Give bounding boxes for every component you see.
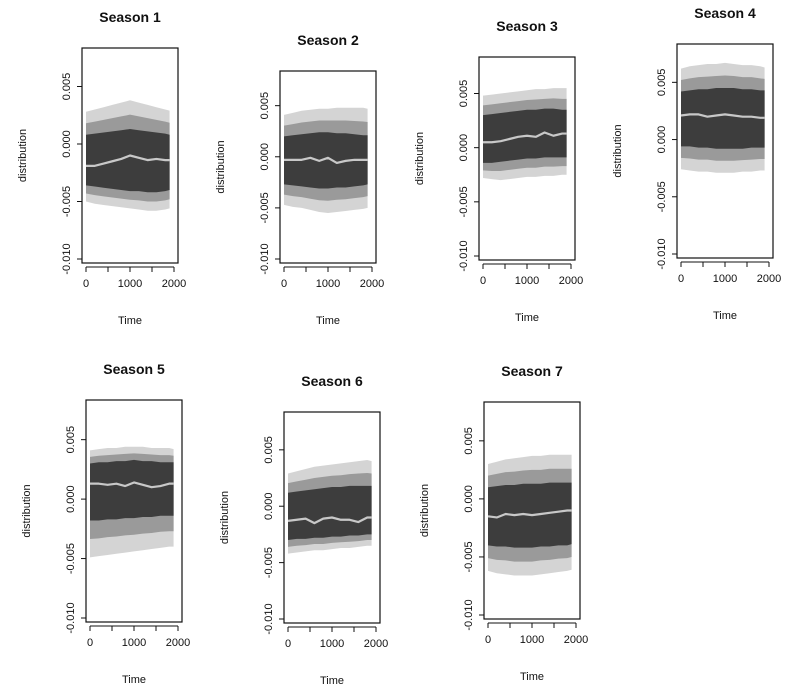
median-line [483,131,567,144]
core-band [681,88,765,149]
x-tick-label: 0 [285,638,291,650]
x-tick-label: 0 [87,637,93,649]
x-tick-label: 2000 [559,275,583,287]
x-tick-label: 0 [485,634,491,646]
x-tick-label: 2000 [162,278,186,290]
x-axis-label: Time [320,675,344,687]
y-tick-label: 0.005 [463,427,475,455]
y-tick-label: -0.010 [259,243,271,274]
median-line [284,156,368,165]
core-band [288,485,372,541]
x-tick-label: 0 [281,278,287,290]
y-tick-label: -0.010 [263,603,275,634]
median-line [487,509,572,519]
plot-frame [478,56,576,261]
y-tick-label: -0.005 [458,186,470,217]
y-tick-label: 0.000 [656,126,668,154]
y-tick-label: 0.005 [263,436,275,464]
median-line [86,154,170,167]
plot-frame [283,411,381,624]
y-tick-label: -0.005 [61,186,73,217]
x-tick-label: 0 [83,278,89,290]
x-tick-label: 1000 [320,638,344,650]
x-tick-label: 1000 [122,637,146,649]
x-tick-label: 2000 [564,634,588,646]
y-axis-label: distribution [219,491,231,544]
plot-frame [483,401,581,620]
x-axis-label: Time [520,671,544,683]
y-tick-label: -0.010 [65,602,77,633]
x-axis-label: Time [122,674,146,686]
y-tick-label: -0.005 [263,547,275,578]
panel-title: Season 2 [297,32,359,48]
panel-title: Season 7 [501,363,563,379]
median-line [287,516,372,525]
plot-frame [279,70,377,264]
panel-title: Season 5 [103,361,165,377]
y-tick-label: 0.000 [259,143,271,171]
panel-3: Season 3 -0.010 -0.005 0.000 0.005 0 1000 2000 T… [414,18,583,324]
y-tick-label: -0.010 [61,243,73,274]
x-tick-label: 2000 [364,638,388,650]
y-tick-label: 0.005 [656,69,668,97]
panel-title: Season 4 [694,5,756,21]
y-tick-label: 0.000 [458,134,470,162]
plot-frame [676,43,774,259]
panel-4: Season 4 -0.010 -0.005 0.000 0.005 0 1000 2000 T… [612,5,781,322]
plot-frame [85,399,183,623]
panel-title: Season 3 [496,18,558,34]
y-tick-label: -0.005 [656,181,668,212]
panel-2: Season 2 -0.010 -0.005 0.000 0.005 0 1000 2000 T… [215,32,384,327]
x-tick-label: 1000 [515,275,539,287]
y-axis-label: distribution [419,484,431,537]
panel-title: Season 6 [301,373,363,389]
y-axis-label: distribution [21,484,33,537]
x-tick-label: 1000 [520,634,544,646]
y-tick-label: -0.010 [458,240,470,271]
y-tick-label: 0.005 [65,426,77,454]
y-tick-label: 0.005 [259,92,271,120]
core-band [86,129,170,193]
y-axis-label: distribution [414,132,426,185]
y-axis-label: distribution [612,124,624,177]
y-tick-label: -0.010 [656,238,668,269]
median-line [680,113,765,119]
y-tick-label: 0.005 [61,73,73,101]
y-tick-label: 0.005 [458,80,470,108]
y-tick-label: 0.000 [263,492,275,520]
x-tick-label: 1000 [118,278,142,290]
x-tick-label: 2000 [166,637,190,649]
panel-5: Season 5 -0.010 -0.005 0.000 0.005 0 1000 2000 T… [21,361,190,686]
core-band [90,459,174,521]
y-axis-label: distribution [17,129,29,182]
y-tick-label: -0.005 [463,541,475,572]
panel-1: Season 1 -0.010 -0.005 0.000 0.005 0 1000 2000 T… [17,9,186,327]
y-tick-label: 0.000 [61,130,73,158]
median-line [90,481,174,489]
y-tick-label: 0.000 [65,485,77,513]
y-tick-label: -0.005 [259,192,271,223]
panel-7: Season 7 -0.010 -0.005 0.000 0.005 0 1000 2000 T… [419,363,588,683]
x-tick-label: 0 [678,273,684,285]
x-tick-label: 2000 [757,273,781,285]
x-tick-label: 2000 [360,278,384,290]
x-axis-label: Time [118,315,142,327]
plot-frame [81,47,179,264]
x-tick-label: 0 [480,275,486,287]
x-axis-label: Time [713,310,737,322]
x-axis-label: Time [316,315,340,327]
y-axis-label: distribution [215,140,227,193]
panel-6: Season 6 -0.010 -0.005 0.000 0.005 0 1000 2000 T… [219,373,388,687]
y-tick-label: -0.010 [463,599,475,630]
panel-title: Season 1 [99,9,161,25]
y-tick-label: 0.000 [463,485,475,513]
x-axis-label: Time [515,312,539,324]
x-tick-label: 1000 [713,273,737,285]
y-tick-label: -0.005 [65,543,77,574]
x-tick-label: 1000 [316,278,340,290]
core-band [284,132,368,189]
